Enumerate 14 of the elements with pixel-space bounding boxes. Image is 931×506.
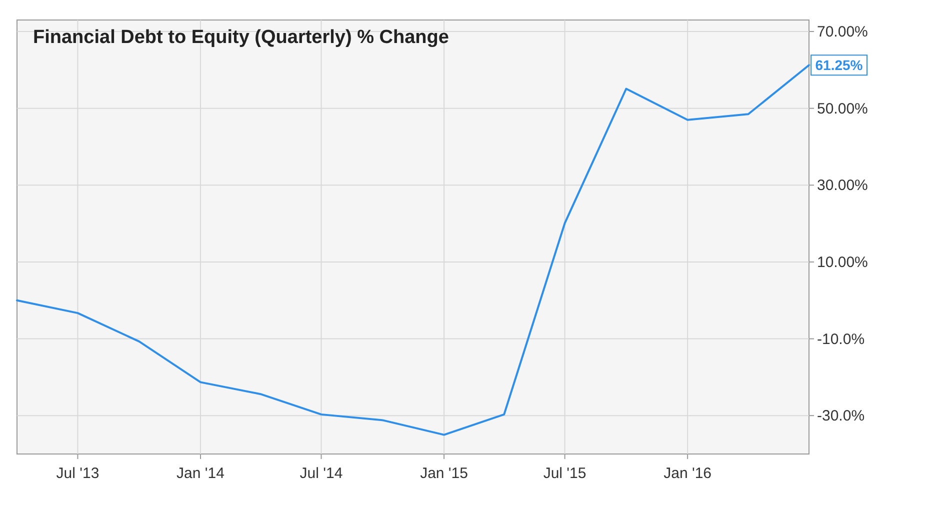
x-tick-label: Jul '15 <box>543 465 586 482</box>
y-tick-label: 50.00% <box>817 100 868 118</box>
y-tick-label: -10.0% <box>817 330 865 348</box>
chart-title: Financial Debt to Equity (Quarterly) % Change <box>33 27 449 48</box>
y-tick-label: 10.00% <box>817 254 868 271</box>
x-tick-label: Jan '16 <box>664 465 712 482</box>
x-tick-label: Jul '13 <box>56 465 100 482</box>
data-label: 61.25% <box>815 57 864 74</box>
y-tick-label: -30.0% <box>817 408 865 425</box>
y-tick-label: 70.00% <box>817 24 868 41</box>
x-tick-label: Jan '14 <box>176 465 224 482</box>
y-tick-label: 30.00% <box>817 177 868 194</box>
x-tick-label: Jan '15 <box>420 465 468 482</box>
x-tick-label: Jul '14 <box>300 465 343 482</box>
